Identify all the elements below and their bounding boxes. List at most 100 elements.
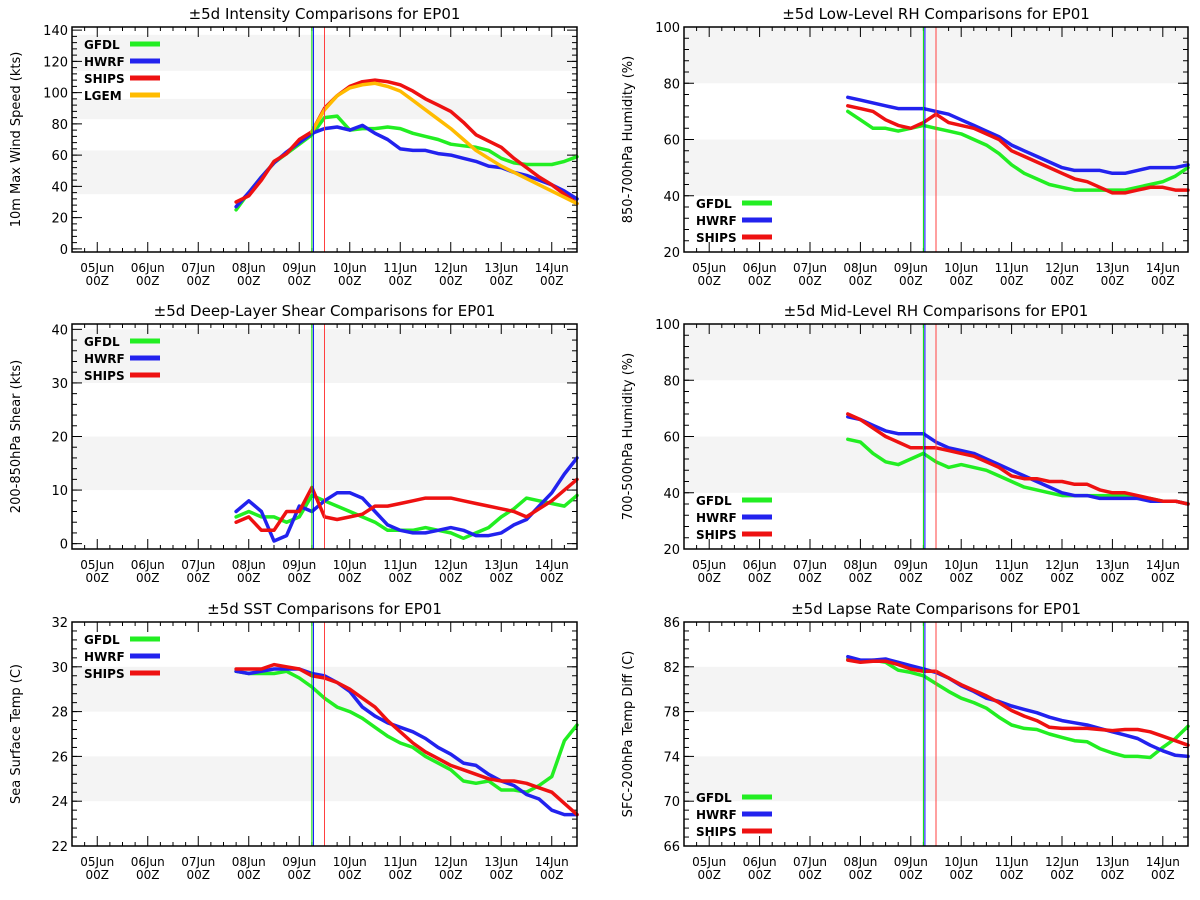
- legend-item: HWRF: [696, 808, 772, 822]
- x-tick-label-date: 10Jun: [333, 558, 367, 572]
- plot-frame: [683, 323, 1189, 550]
- series-line-hwrf: [846, 95, 1190, 176]
- y-tick-label: 30: [51, 377, 68, 392]
- x-tick-label-date: 11Jun: [383, 261, 417, 275]
- x-tick-label-hour: 00Z: [1050, 868, 1074, 882]
- plot-frame: [71, 26, 578, 253]
- y-tick-label: 82: [663, 661, 680, 676]
- x-tick-label-date: 09Jun: [894, 558, 928, 572]
- x-tick-label-date: 05Jun: [692, 855, 726, 869]
- legend-label: SHIPS: [696, 528, 737, 542]
- x-tick-label-date: 07Jun: [793, 855, 827, 869]
- chart-title: ±5d SST Comparisons for EP01: [207, 600, 442, 618]
- chart-title: ±5d Deep-Layer Shear Comparisons for EP0…: [154, 302, 496, 320]
- x-tick-label-date: 08Jun: [843, 855, 877, 869]
- x-tick-label-date: 10Jun: [944, 855, 978, 869]
- x-tick-label-date: 11Jun: [383, 855, 417, 869]
- legend-label: HWRF: [84, 55, 125, 69]
- x-tick-label-hour: 00Z: [490, 274, 514, 288]
- y-tick-label: 40: [51, 323, 68, 338]
- x-tick-label-hour: 00Z: [86, 274, 110, 288]
- x-tick-label-date: 10Jun: [333, 261, 367, 275]
- x-tick-label-hour: 00Z: [1151, 274, 1175, 288]
- chart-title: ±5d Low-Level RH Comparisons for EP01: [782, 5, 1090, 23]
- legend-item: SHIPS: [696, 528, 772, 542]
- y-axis-label: 200-850hPa Shear (kts): [9, 360, 24, 513]
- y-tick-label: 78: [663, 706, 680, 721]
- legend-item: HWRF: [84, 352, 160, 366]
- x-tick-label-hour: 00Z: [439, 571, 463, 585]
- legend-item: HWRF: [696, 511, 772, 525]
- y-tick-label: 32: [51, 616, 68, 631]
- x-tick-label-hour: 00Z: [1101, 274, 1125, 288]
- x-tick-label-hour: 00Z: [849, 868, 873, 882]
- x-tick-label-date: 05Jun: [80, 558, 114, 572]
- x-tick-label-date: 13Jun: [1095, 261, 1129, 275]
- x-tick-label-hour: 00Z: [86, 571, 110, 585]
- legend-label: SHIPS: [696, 231, 737, 245]
- chart-title: ±5d Intensity Comparisons for EP01: [189, 5, 461, 23]
- x-tick-label-hour: 00Z: [798, 571, 822, 585]
- x-tick-label-hour: 00Z: [237, 571, 261, 585]
- series-line-ships: [234, 662, 579, 817]
- x-tick-label-date: 05Jun: [692, 261, 726, 275]
- x-tick-label-hour: 00Z: [338, 868, 362, 882]
- legend-label: GFDL: [696, 197, 732, 211]
- y-axis-label: SFC-200hPa Temp Diff (C): [621, 651, 636, 818]
- legend-item: GFDL: [84, 633, 160, 647]
- series-line-hwrf: [234, 456, 579, 543]
- x-tick-label-date: 13Jun: [484, 855, 518, 869]
- x-tick-label-date: 10Jun: [944, 261, 978, 275]
- x-tick-label-date: 05Jun: [80, 261, 114, 275]
- x-tick-label-hour: 00Z: [748, 571, 772, 585]
- x-tick-label-hour: 00Z: [136, 868, 160, 882]
- plot-frame: [71, 621, 578, 847]
- x-tick-label-hour: 00Z: [389, 868, 413, 882]
- x-tick-label-hour: 00Z: [1000, 868, 1024, 882]
- x-tick-label-hour: 00Z: [1151, 571, 1175, 585]
- y-tick-label: 20: [663, 543, 680, 558]
- x-tick-label-date: 13Jun: [484, 261, 518, 275]
- x-tick-label-date: 13Jun: [484, 558, 518, 572]
- legend-label: HWRF: [696, 511, 737, 525]
- legend-item: GFDL: [696, 197, 772, 211]
- x-tick-label-hour: 00Z: [798, 868, 822, 882]
- x-tick-label-hour: 00Z: [1050, 571, 1074, 585]
- x-tick-label-hour: 00Z: [237, 868, 261, 882]
- legend-label: SHIPS: [84, 72, 125, 86]
- x-tick-label-hour: 00Z: [288, 868, 312, 882]
- x-tick-label-date: 08Jun: [843, 558, 877, 572]
- x-tick-label-hour: 00Z: [490, 571, 514, 585]
- chart-panel-mid-level-rh: ±5d Mid-Level RH Comparisons for EP01 700…: [621, 302, 1190, 585]
- y-tick-label: 0: [60, 538, 68, 553]
- x-tick-label-hour: 00Z: [86, 868, 110, 882]
- series-line-ships: [846, 104, 1190, 195]
- legend-item: GFDL: [84, 38, 160, 52]
- x-tick-label-hour: 00Z: [697, 571, 721, 585]
- y-tick-label: 28: [51, 706, 68, 721]
- legend-label: HWRF: [84, 650, 125, 664]
- y-tick-label: 86: [663, 616, 680, 631]
- legend-item: HWRF: [84, 55, 160, 69]
- x-tick-label-date: 14Jun: [535, 558, 569, 572]
- y-tick-label: 0: [60, 243, 68, 258]
- y-tick-label: 60: [663, 431, 680, 446]
- x-tick-label-date: 14Jun: [1146, 261, 1180, 275]
- x-tick-label-date: 09Jun: [282, 558, 316, 572]
- legend-item: GFDL: [696, 791, 772, 805]
- x-tick-label-hour: 00Z: [136, 571, 160, 585]
- x-tick-label-hour: 00Z: [849, 274, 873, 288]
- x-tick-label-date: 07Jun: [793, 558, 827, 572]
- x-tick-label-hour: 00Z: [389, 274, 413, 288]
- legend-label: HWRF: [696, 214, 737, 228]
- x-tick-label-date: 12Jun: [1045, 261, 1079, 275]
- x-tick-label-hour: 00Z: [187, 274, 211, 288]
- y-tick-label: 20: [51, 431, 68, 446]
- x-tick-label-date: 14Jun: [1146, 558, 1180, 572]
- legend-label: SHIPS: [84, 667, 125, 681]
- x-tick-label-date: 12Jun: [434, 261, 468, 275]
- y-tick-label: 60: [51, 149, 68, 164]
- x-tick-label-date: 12Jun: [434, 558, 468, 572]
- x-tick-label-hour: 00Z: [1151, 868, 1175, 882]
